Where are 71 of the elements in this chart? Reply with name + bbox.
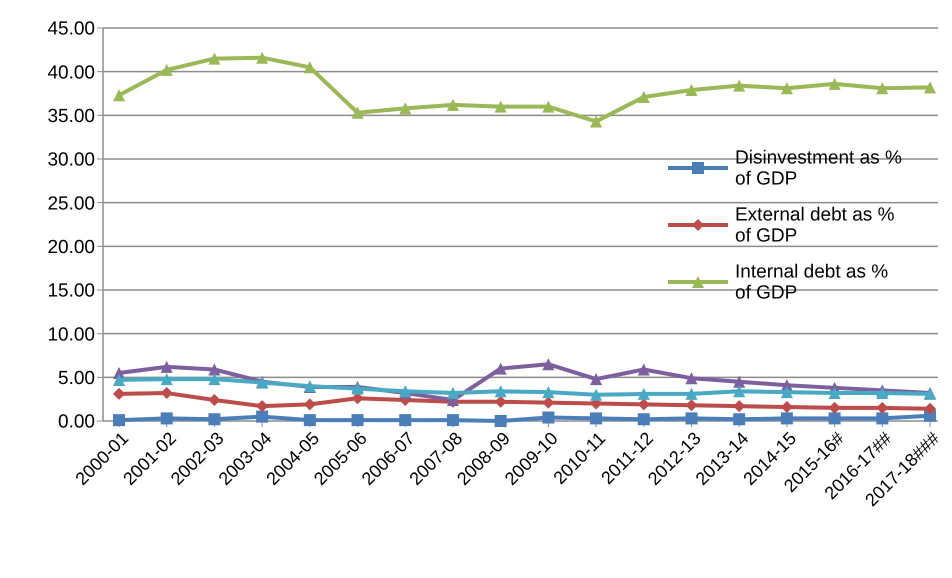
- y-tick-label: 15.00: [47, 280, 95, 302]
- y-tick-label: 40.00: [47, 62, 95, 84]
- point: [446, 414, 459, 426]
- point: [638, 388, 650, 400]
- point: [352, 106, 364, 119]
- point: [685, 372, 698, 384]
- point: [876, 82, 888, 94]
- point: [638, 363, 650, 376]
- point: [685, 388, 698, 400]
- point: [160, 412, 173, 424]
- point: [446, 387, 459, 400]
- point: [828, 78, 841, 90]
- y-tick-label: 35.00: [47, 106, 95, 127]
- point: [590, 412, 602, 424]
- y-tick-label: 0.00: [58, 412, 95, 433]
- y-tick-label: 5.00: [58, 368, 95, 389]
- point: [160, 373, 173, 386]
- point: [924, 402, 936, 415]
- point: [113, 89, 125, 102]
- point: [590, 373, 602, 386]
- point: [590, 388, 602, 401]
- point: [542, 358, 554, 370]
- legend-label: External debt as % of GDP: [735, 204, 895, 247]
- point: [208, 363, 220, 376]
- point: [685, 412, 698, 424]
- point: [733, 80, 746, 92]
- point: [446, 98, 459, 111]
- point: [494, 415, 507, 427]
- point: [780, 82, 793, 94]
- legend-label: Internal debt as % of GDP: [735, 262, 888, 304]
- point: [638, 90, 650, 103]
- point: [733, 376, 746, 388]
- point: [208, 413, 220, 426]
- point: [113, 374, 125, 386]
- point: [876, 412, 888, 424]
- point: [494, 100, 507, 113]
- point: [876, 387, 888, 400]
- point: [924, 81, 936, 94]
- y-tick-label: 25.00: [47, 193, 95, 214]
- point: [733, 413, 746, 426]
- point: [733, 385, 746, 398]
- point: [780, 386, 793, 398]
- point: [685, 84, 698, 96]
- point: [208, 394, 220, 406]
- point: [208, 52, 220, 65]
- point: [208, 373, 220, 386]
- point: [590, 115, 602, 128]
- point: [542, 386, 554, 398]
- point: [494, 362, 507, 375]
- point: [494, 385, 507, 398]
- y-tick-label: 20.00: [47, 236, 95, 258]
- point: [828, 412, 841, 424]
- point: [399, 414, 412, 426]
- point: [256, 52, 268, 64]
- point: [542, 412, 554, 424]
- point: [160, 64, 173, 76]
- point: [399, 102, 412, 114]
- point: [828, 387, 841, 400]
- point: [542, 100, 554, 113]
- point: [780, 412, 793, 424]
- point: [352, 414, 364, 426]
- point: [304, 414, 316, 426]
- point: [113, 414, 125, 426]
- point: [638, 413, 650, 426]
- point: [113, 388, 125, 400]
- point: [160, 360, 173, 373]
- y-tick-label: 45.00: [47, 18, 95, 40]
- y-tick-label: 30.00: [47, 150, 95, 171]
- point: [256, 410, 268, 423]
- legend-label: Disinvestment as % of GDP: [735, 148, 902, 190]
- y-tick-label: 10.00: [47, 324, 95, 346]
